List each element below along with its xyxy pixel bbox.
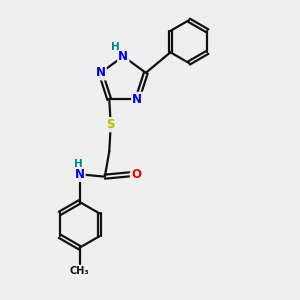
Text: H: H (111, 43, 119, 52)
Text: N: N (132, 93, 142, 106)
Text: N: N (118, 50, 128, 63)
Text: CH₃: CH₃ (70, 266, 89, 276)
Text: N: N (75, 168, 85, 181)
Text: N: N (96, 66, 106, 79)
Text: S: S (106, 118, 115, 131)
Text: H: H (74, 160, 82, 170)
Text: O: O (131, 168, 141, 181)
